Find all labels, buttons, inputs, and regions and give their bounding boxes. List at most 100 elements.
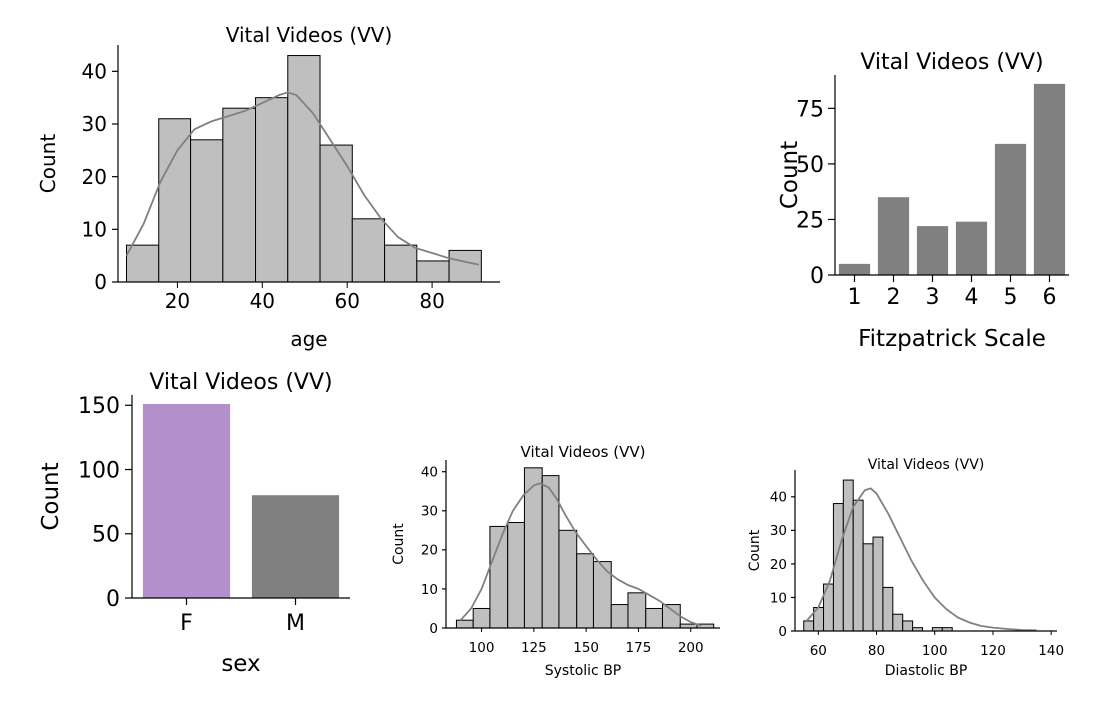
y-tick-label-systolic-2: 20 <box>421 543 438 559</box>
x-axis-label-age: age <box>290 327 327 351</box>
x-tick-label-systolic-1: 125 <box>521 640 547 656</box>
y-tick-label-diastolic-0: 0 <box>778 624 787 640</box>
bar-fitzpatrick-2 <box>877 197 910 275</box>
x-tick-label-diastolic-1: 80 <box>868 643 885 659</box>
x-tick-label-age-1: 40 <box>250 289 275 313</box>
y-tick-label-diastolic-3: 30 <box>770 523 787 539</box>
histogram-bar-diastolic-0 <box>803 620 815 632</box>
x-axis-label-systolic: Systolic BP <box>545 663 622 679</box>
chart-age: 20 40 60 80 0 10 20 30 40 Vital Videos (VV) age Cou… <box>36 23 500 351</box>
x-tick-label-fitzpatrick-3: 4 <box>965 285 979 310</box>
chart-title-systolic: Vital Videos (VV) <box>521 443 646 461</box>
histogram-bar-systolic-0 <box>455 619 474 629</box>
histogram-bar-systolic-3 <box>507 522 525 629</box>
y-tick-label-systolic-3: 30 <box>421 504 438 520</box>
x-axis-label-diastolic: Diastolic BP <box>885 663 968 679</box>
y-tick-label-sex-0: 0 <box>106 587 120 612</box>
histogram-bar-age-1 <box>158 118 192 283</box>
chart-title-fitzpatrick: Vital Videos (VV) <box>860 50 1043 75</box>
y-tick-label-diastolic-1: 10 <box>770 590 787 606</box>
histogram-bar-diastolic-5 <box>852 499 864 632</box>
histogram-bar-diastolic-7 <box>872 536 884 632</box>
histogram-bar-systolic-12 <box>661 604 681 629</box>
y-tick-label-systolic-4: 40 <box>421 465 438 481</box>
y-tick-label-age-3: 30 <box>82 112 107 136</box>
x-tick-label-fitzpatrick-0: 1 <box>848 285 862 310</box>
y-tick-label-sex-2: 100 <box>78 458 120 483</box>
chart-sex: F M 0 50 100 150 Vital Videos (VV) sex Count <box>38 370 350 677</box>
histogram-bar-diastolic-8 <box>882 586 894 632</box>
histogram-bar-age-4 <box>255 97 289 283</box>
histogram-bar-systolic-7 <box>576 553 594 629</box>
histogram-bar-age-2 <box>190 139 224 283</box>
y-axis-label-sex: Count <box>38 462 64 530</box>
y-tick-label-systolic-0: 0 <box>429 621 438 637</box>
histogram-bar-diastolic-9 <box>892 613 904 632</box>
x-tick-label-age-2: 60 <box>334 289 359 313</box>
y-axis-label-age: Count <box>36 134 60 194</box>
x-tick-label-diastolic-4: 140 <box>1038 643 1064 659</box>
histogram-bar-diastolic-4 <box>842 479 854 632</box>
bar-fitzpatrick-3 <box>916 226 949 275</box>
bar-fitzpatrick-4 <box>955 221 988 275</box>
histogram-bar-diastolic-6 <box>862 543 874 632</box>
bar-sex-F <box>142 403 231 598</box>
x-tick-label-fitzpatrick-2: 3 <box>926 285 940 310</box>
kde-line-age <box>125 91 479 266</box>
x-tick-label-diastolic-0: 60 <box>810 643 827 659</box>
y-axis-label-systolic: Count <box>391 523 407 565</box>
y-tick-label-age-2: 20 <box>82 165 107 189</box>
chart-title-age: Vital Videos (VV) <box>226 23 393 47</box>
bar-sex-M <box>251 495 340 598</box>
y-tick-label-sex-3: 150 <box>78 394 120 419</box>
y-tick-label-age-4: 40 <box>82 60 107 84</box>
y-tick-label-sex-1: 50 <box>92 523 120 548</box>
x-tick-label-systolic-3: 175 <box>626 640 652 656</box>
x-tick-label-diastolic-2: 100 <box>922 643 948 659</box>
chart-systolic: 100 125 150 175 200 0 10 20 30 40 Vital Videos (VV… <box>391 443 720 679</box>
histogram-bar-age-7 <box>351 218 386 283</box>
x-tick-label-systolic-0: 100 <box>469 640 495 656</box>
histogram-bar-age-8 <box>384 244 418 283</box>
x-tick-label-systolic-4: 200 <box>678 640 704 656</box>
y-tick-label-systolic-1: 10 <box>421 582 438 598</box>
histogram-bar-systolic-11 <box>645 607 663 629</box>
y-tick-label-fitzpatrick-0: 0 <box>810 264 824 289</box>
kde-line-systolic <box>459 482 702 627</box>
y-tick-label-diastolic-4: 40 <box>770 490 787 506</box>
x-tick-label-diastolic-3: 120 <box>980 643 1006 659</box>
histogram-bar-systolic-6 <box>558 529 578 629</box>
y-axis-label-fitzpatrick: Count <box>777 141 803 209</box>
histogram-bar-age-6 <box>319 144 353 283</box>
histogram-bar-age-5 <box>287 55 321 283</box>
y-axis-label-diastolic: Count <box>747 529 763 571</box>
x-tick-label-sex-1: M <box>286 611 305 636</box>
histogram-bar-age-9 <box>416 260 450 283</box>
histogram-bar-age-0 <box>125 244 160 283</box>
x-tick-label-systolic-2: 150 <box>573 640 599 656</box>
x-tick-label-fitzpatrick-5: 6 <box>1043 285 1057 310</box>
y-tick-label-age-0: 0 <box>94 270 107 294</box>
x-axis-label-fitzpatrick: Fitzpatrick Scale <box>858 326 1046 352</box>
chart-title-diastolic: Vital Videos (VV) <box>868 457 985 473</box>
x-tick-label-age-0: 20 <box>165 289 190 313</box>
x-tick-label-fitzpatrick-1: 2 <box>887 285 901 310</box>
y-tick-label-fitzpatrick-3: 75 <box>796 97 824 122</box>
histogram-bar-systolic-1 <box>472 607 491 629</box>
histogram-bar-diastolic-10 <box>902 620 914 632</box>
chart-diastolic: 60 80 100 120 140 0 10 20 30 40 Vital Videos (VV) D… <box>747 457 1064 679</box>
x-tick-label-sex-0: F <box>180 611 193 636</box>
bar-fitzpatrick-1 <box>838 263 871 275</box>
histogram-bar-systolic-9 <box>610 604 629 629</box>
histogram-bar-diastolic-3 <box>832 503 844 632</box>
kde-line-diastolic <box>805 487 1037 632</box>
bar-fitzpatrick-5 <box>994 143 1027 275</box>
y-tick-label-age-1: 10 <box>82 218 107 242</box>
bar-fitzpatrick-6 <box>1033 83 1066 275</box>
histogram-bar-age-3 <box>222 107 257 283</box>
y-tick-label-diastolic-2: 20 <box>770 557 787 573</box>
histogram-bar-age-10 <box>448 249 482 283</box>
y-tick-label-fitzpatrick-1: 25 <box>796 208 824 233</box>
